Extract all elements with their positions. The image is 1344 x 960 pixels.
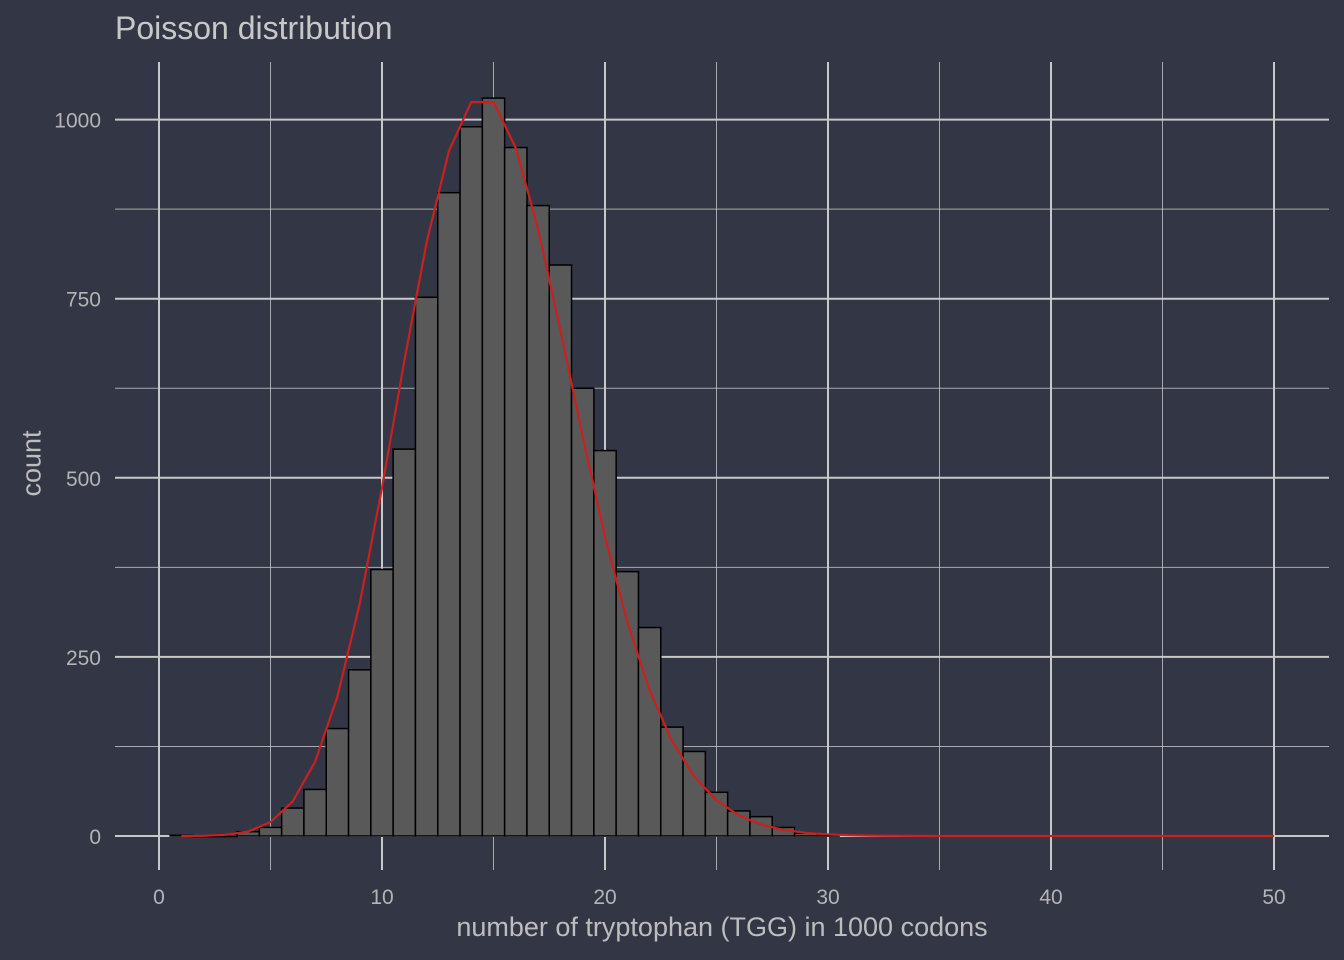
histogram-bar: [459, 126, 484, 837]
x-axis-title: number of tryptophan (TGG) in 1000 codon…: [456, 912, 988, 942]
y-tick-label: 0: [89, 826, 101, 849]
histogram-bar: [303, 788, 328, 837]
y-tick-label: 250: [66, 647, 101, 670]
x-tick-label: 50: [1262, 886, 1285, 909]
x-axis-ticks: 0 10 20 30 40 50: [153, 886, 1286, 909]
histogram-bar: [637, 626, 662, 837]
x-tick-label: 20: [593, 886, 616, 909]
histogram-bar: [660, 726, 684, 837]
histogram-bar: [615, 570, 640, 837]
y-tick-label: 1000: [54, 110, 101, 133]
y-axis-title: count: [16, 430, 47, 497]
histogram-bar: [481, 97, 506, 837]
poisson-curve-line: [181, 100, 1274, 838]
histogram-bar: [503, 146, 528, 837]
histogram-bar: [593, 449, 617, 837]
y-axis-ticks: 0 250 500 750 1000: [54, 110, 101, 849]
histogram-bar: [437, 191, 461, 837]
y-tick-label: 750: [66, 289, 101, 312]
histogram-bar: [548, 264, 573, 837]
y-tick-label: 500: [66, 468, 101, 491]
histogram-bar: [280, 807, 305, 837]
histogram-bar: [370, 568, 394, 837]
x-tick-label: 10: [370, 886, 393, 909]
grid-major: [115, 62, 1329, 870]
histogram-bar: [526, 204, 551, 837]
histogram-bar: [414, 296, 439, 837]
x-tick-label: 40: [1039, 886, 1062, 909]
chart-title: Poisson distribution: [115, 10, 393, 46]
histogram-bar: [325, 727, 350, 837]
histogram-bar: [258, 826, 283, 837]
x-tick-label: 0: [153, 886, 165, 909]
grid-minor: [115, 62, 1329, 870]
x-tick-label: 30: [816, 886, 839, 909]
histogram-bar: [347, 669, 372, 837]
histogram-bar: [392, 448, 417, 837]
poisson-curve-layer: [181, 100, 1274, 838]
histogram-bars: [169, 97, 840, 838]
histogram-bar: [570, 387, 595, 837]
